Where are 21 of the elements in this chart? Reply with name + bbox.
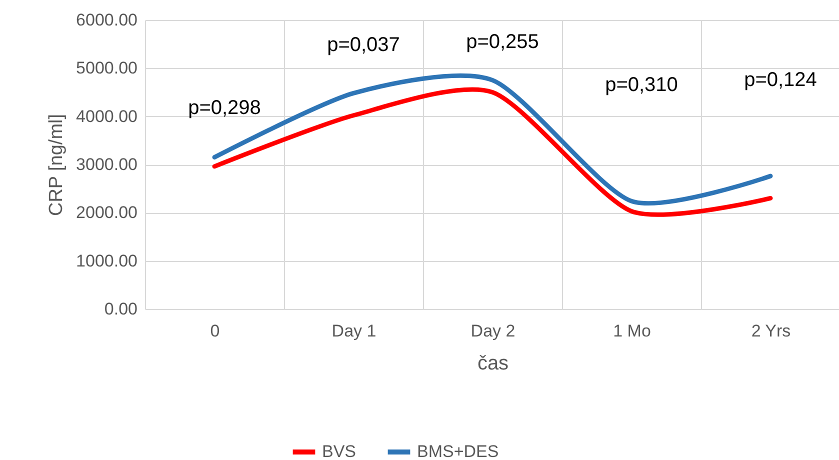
x-tick-label: 0 [210,322,220,340]
y-tick-label: 3000.00 [76,155,138,174]
x-axis-title: čas [477,352,509,374]
annotation: p=0,037 [327,34,400,56]
y-tick-label: 6000.00 [76,10,138,30]
annotation: p=0,124 [744,69,817,91]
x-tick-label: Day 2 [470,322,516,340]
legend-label: BMS+DES [417,442,499,460]
annotation: p=0,298 [188,97,261,119]
y-tick-label: 1000.00 [76,251,138,270]
legend-label: BVS [322,442,356,460]
x-tick-label: 2 Yrs [751,322,791,340]
x-tick-label: 1 Mo [613,322,651,340]
annotation: p=0,310 [605,74,678,96]
y-tick-label: 4000.00 [76,106,138,126]
annotation: p=0,255 [466,31,539,53]
y-axis-title: CRP [ng/ml] [46,114,68,216]
x-tick-label: Day 1 [332,322,376,340]
y-tick-label: 2000.00 [76,203,138,222]
y-tick-label: 5000.00 [76,58,138,78]
y-tick-label: 0.00 [104,300,138,318]
